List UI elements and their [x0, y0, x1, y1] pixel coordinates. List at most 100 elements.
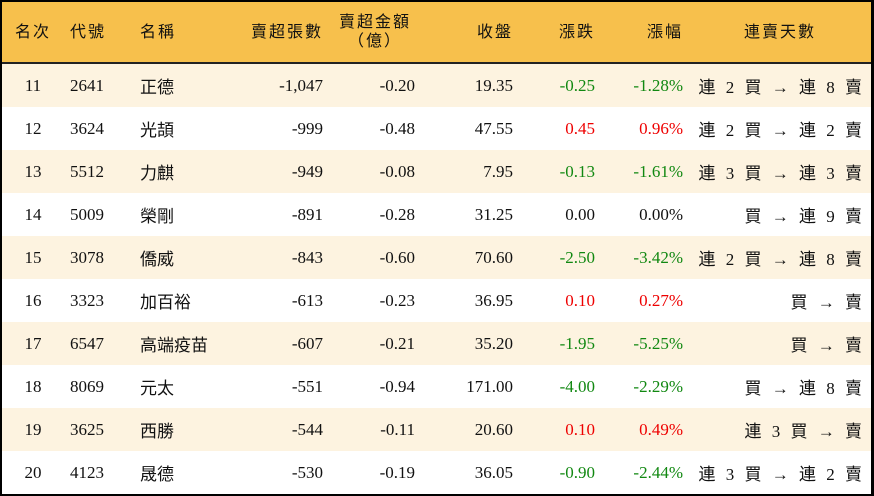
header-change: 漲跌 [519, 2, 601, 64]
sell-shares-cell: -949 [291, 161, 323, 181]
close-price-cell: 7.95 [483, 161, 513, 181]
consecutive-days-cell: 連 3 買 → 連 2 賣 [698, 465, 865, 484]
close-price-cell: 36.95 [474, 290, 513, 310]
stock-code-cell: 5512 [70, 161, 104, 181]
sell-amount-cell: -0.19 [379, 462, 415, 482]
sell-shares-cell: -530 [291, 462, 323, 482]
stock-code-cell: 4123 [70, 462, 104, 482]
close-price-cell: 20.60 [474, 419, 513, 439]
rank-cell: 11 [24, 75, 42, 95]
consecutive-days-cell: 買 → 連 9 賣 [744, 207, 865, 226]
sell-shares-cell: -607 [291, 333, 323, 353]
stock-name-cell: 加百裕 [140, 293, 191, 312]
change-pct-cell: -2.44% [633, 462, 683, 482]
consecutive-days-cell: 買 → 賣 [790, 336, 865, 355]
sell-amount-cell: -0.11 [380, 419, 415, 439]
table-row: 13 5512 力麒 -949 -0.08 7.95 -0.13 -1.61% … [2, 150, 871, 193]
rank-cell: 15 [24, 247, 42, 267]
consecutive-days-cell: 連 3 買 → 賣 [744, 422, 865, 441]
table-row: 17 6547 高端疫苗 -607 -0.21 35.20 -1.95 -5.2… [2, 322, 871, 365]
stock-name-cell: 力麒 [140, 164, 174, 183]
close-price-cell: 171.00 [466, 376, 513, 396]
close-price-cell: 19.35 [474, 75, 513, 95]
stock-code-cell: 8069 [70, 376, 104, 396]
rank-cell: 17 [24, 333, 42, 353]
stock-code-cell: 3323 [70, 290, 104, 310]
table-row: 19 3625 西勝 -544 -0.11 20.60 0.10 0.49% 連… [2, 408, 871, 451]
change-cell: -0.90 [559, 462, 595, 482]
change-cell: -0.13 [559, 161, 595, 181]
table-header-row: 名次 代號 名稱 賣超張數 賣超金額 （億） 收盤 漲跌 漲幅 連賣天數 [2, 2, 871, 64]
consecutive-days-cell: 買 → 賣 [790, 293, 865, 312]
sell-shares-cell: -1,047 [279, 75, 323, 95]
change-cell: -0.25 [559, 75, 595, 95]
header-code: 代號 [64, 2, 134, 64]
sell-amount-cell: -0.48 [379, 118, 415, 138]
change-cell: 0.10 [565, 419, 595, 439]
change-pct-cell: -5.25% [633, 333, 683, 353]
sell-shares-cell: -613 [291, 290, 323, 310]
sell-amount-cell: -0.20 [379, 75, 415, 95]
change-cell: -2.50 [559, 247, 595, 267]
change-cell: 0.00 [565, 204, 595, 224]
change-pct-cell: 0.00% [639, 204, 683, 224]
sell-amount-cell: -0.28 [379, 204, 415, 224]
table-row: 14 5009 榮剛 -891 -0.28 31.25 0.00 0.00% 買… [2, 193, 871, 236]
consecutive-days-cell: 連 2 買 → 連 2 賣 [698, 121, 865, 140]
stock-name-cell: 晟德 [140, 465, 174, 484]
close-price-cell: 35.20 [474, 333, 513, 353]
consecutive-days-cell: 連 2 買 → 連 8 賣 [698, 250, 865, 269]
change-pct-cell: -1.28% [633, 75, 683, 95]
stock-name-cell: 元太 [140, 379, 174, 398]
change-cell: 0.10 [565, 290, 595, 310]
header-sell-amount-line1: 賣超金額 [338, 14, 411, 31]
change-pct-cell: 0.27% [639, 290, 683, 310]
stock-code-cell: 3624 [70, 118, 104, 138]
header-sell-shares: 賣超張數 [229, 2, 329, 64]
change-pct-cell: -2.29% [633, 376, 683, 396]
rank-cell: 20 [24, 462, 42, 482]
change-pct-cell: 0.49% [639, 419, 683, 439]
header-consecutive-sell-days: 連賣天數 [689, 2, 871, 64]
table-row: 15 3078 僑威 -843 -0.60 70.60 -2.50 -3.42%… [2, 236, 871, 279]
table-row: 16 3323 加百裕 -613 -0.23 36.95 0.10 0.27% … [2, 279, 871, 322]
table-row: 20 4123 晟德 -530 -0.19 36.05 -0.90 -2.44%… [2, 451, 871, 494]
rank-cell: 18 [24, 376, 42, 396]
stock-code-cell: 3078 [70, 247, 104, 267]
rank-cell: 19 [24, 419, 42, 439]
sell-shares-cell: -544 [291, 419, 323, 439]
sell-amount-cell: -0.60 [379, 247, 415, 267]
stock-name-cell: 高端疫苗 [140, 336, 208, 355]
rank-cell: 16 [24, 290, 42, 310]
header-sell-amount: 賣超金額 （億） [329, 2, 421, 64]
sell-amount-cell: -0.21 [379, 333, 415, 353]
table-row: 11 2641 正德 -1,047 -0.20 19.35 -0.25 -1.2… [2, 63, 871, 107]
stock-code-cell: 2641 [70, 75, 104, 95]
rank-cell: 13 [24, 161, 42, 181]
header-sell-amount-line2: （億） [347, 33, 402, 50]
sell-shares-cell: -551 [291, 376, 323, 396]
stock-code-cell: 5009 [70, 204, 104, 224]
rank-cell: 12 [24, 118, 42, 138]
stock-code-cell: 3625 [70, 419, 104, 439]
table-row: 18 8069 元太 -551 -0.94 171.00 -4.00 -2.29… [2, 365, 871, 408]
sell-amount-cell: -0.23 [379, 290, 415, 310]
change-cell: -4.00 [559, 376, 595, 396]
header-rank: 名次 [2, 2, 64, 64]
sell-shares-cell: -999 [291, 118, 323, 138]
stock-name-cell: 榮剛 [140, 207, 174, 226]
sell-amount-cell: -0.94 [379, 376, 415, 396]
header-change-pct: 漲幅 [601, 2, 689, 64]
stock-name-cell: 正德 [140, 78, 174, 97]
stock-name-cell: 西勝 [140, 422, 174, 441]
consecutive-days-cell: 買 → 連 8 賣 [744, 379, 865, 398]
change-pct-cell: -1.61% [633, 161, 683, 181]
header-close: 收盤 [421, 2, 519, 64]
change-pct-cell: 0.96% [639, 118, 683, 138]
header-name: 名稱 [134, 2, 229, 64]
change-cell: -1.95 [559, 333, 595, 353]
rank-cell: 14 [24, 204, 42, 224]
table-row: 12 3624 光頡 -999 -0.48 47.55 0.45 0.96% 連… [2, 107, 871, 150]
